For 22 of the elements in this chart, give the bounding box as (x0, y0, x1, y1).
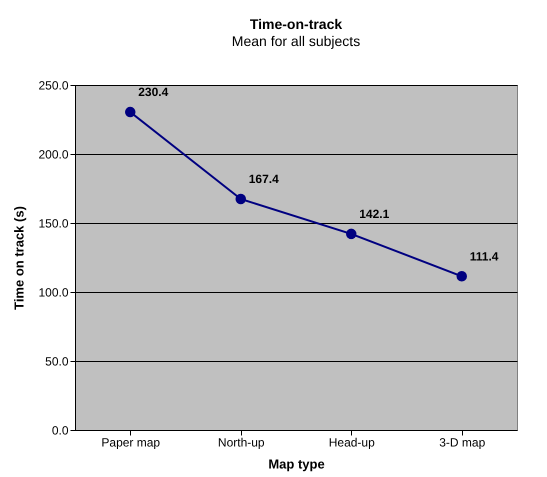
point (236, 194, 246, 204)
y-tick-label: 200.0 (38, 148, 69, 162)
y-tick-label: 0.0 (52, 424, 69, 438)
point (456, 271, 467, 282)
point (346, 228, 356, 240)
x-tick-label: Head-up (328, 436, 376, 450)
x-tick-label: 3-D map (439, 436, 486, 450)
y-tick-label: 250.0 (38, 78, 69, 92)
data-label: 111.4 (470, 249, 499, 264)
x-tick-label: North-up (218, 436, 265, 450)
chart-title: Time-on-track (250, 16, 342, 32)
data-label: 230.4 (138, 85, 169, 100)
y-tick-label: 150.0 (38, 216, 69, 230)
x-tick-label: Paper map (101, 436, 160, 450)
chart-subtitle: Mean for all subjects (232, 33, 360, 49)
y-tick-label: 100.0 (38, 286, 69, 300)
x-axis-title: Map type (268, 456, 325, 472)
data-label: 167.4 (248, 172, 280, 186)
point (125, 106, 136, 118)
y-axis-title: Time on track (s) (11, 206, 26, 310)
y-tick-label: 50.0 (45, 354, 69, 368)
data-label: 142.1 (359, 206, 390, 221)
